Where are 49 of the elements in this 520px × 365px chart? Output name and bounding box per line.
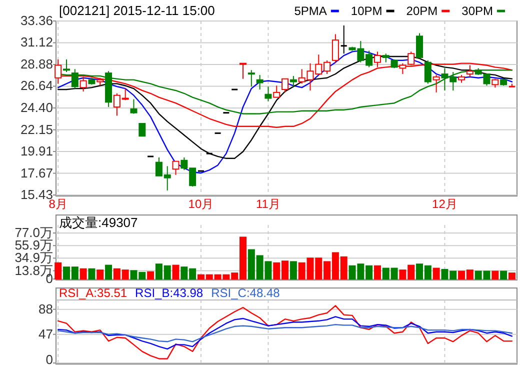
y-tick-label: 47 xyxy=(38,326,53,342)
candlestick xyxy=(340,24,348,54)
x-tick-label: 11月 xyxy=(256,197,280,211)
legend-label: 30PM xyxy=(462,4,493,18)
candlestick xyxy=(416,32,424,59)
candlestick xyxy=(130,98,138,114)
y-tick-label: 34.9万 xyxy=(14,250,53,266)
candlestick xyxy=(248,70,255,88)
bar xyxy=(508,272,516,280)
candlestick xyxy=(63,58,70,73)
candlestick xyxy=(290,75,297,88)
legend-label: 10PM xyxy=(350,4,382,18)
bar xyxy=(290,261,297,280)
y-tick-label: 33.36 xyxy=(20,13,53,28)
y-tick-label: 31.12 xyxy=(20,34,53,50)
chart-title: 成交量:49307 xyxy=(59,215,138,230)
text: RSI_C:48.48 xyxy=(211,286,280,300)
y-tick-label: 26.64 xyxy=(20,78,53,94)
y-tick-label: 17.67 xyxy=(20,165,53,180)
bar xyxy=(105,264,112,280)
bar xyxy=(88,268,96,280)
legend-label: 20PM xyxy=(406,4,438,18)
bar xyxy=(432,268,440,280)
series-label: RSI_A:35.51 xyxy=(59,286,128,300)
bar xyxy=(80,268,87,280)
candlestick xyxy=(424,60,432,84)
bar xyxy=(172,264,180,280)
bar xyxy=(54,262,62,280)
chart-title: [002121] 2015-12-11 15:00 xyxy=(59,3,215,18)
bar xyxy=(492,270,499,280)
x-tick-label: 10月 xyxy=(188,197,214,211)
y-tick-label: 55.9万 xyxy=(14,238,53,253)
bar xyxy=(96,270,104,280)
y-tick-label: 28.88 xyxy=(20,56,53,72)
y-tick-label: 19.91 xyxy=(20,144,53,159)
y-tick-label: 77.0万 xyxy=(14,225,53,240)
bar xyxy=(374,265,381,280)
y-tick-label: 0 xyxy=(46,352,53,365)
y-tick-label: 24.40 xyxy=(20,100,53,115)
x-tick-label: 12月 xyxy=(432,197,458,211)
legend-label: 5PMA xyxy=(294,4,327,18)
y-tick-label: 88 xyxy=(38,301,53,316)
bar xyxy=(500,270,508,280)
y-tick-label: 22.15 xyxy=(20,122,53,137)
text: RSI_B:43.98 xyxy=(135,286,204,300)
candlestick xyxy=(138,122,146,137)
candlestick xyxy=(264,86,272,102)
candlestick xyxy=(256,74,264,90)
bar xyxy=(147,271,154,280)
